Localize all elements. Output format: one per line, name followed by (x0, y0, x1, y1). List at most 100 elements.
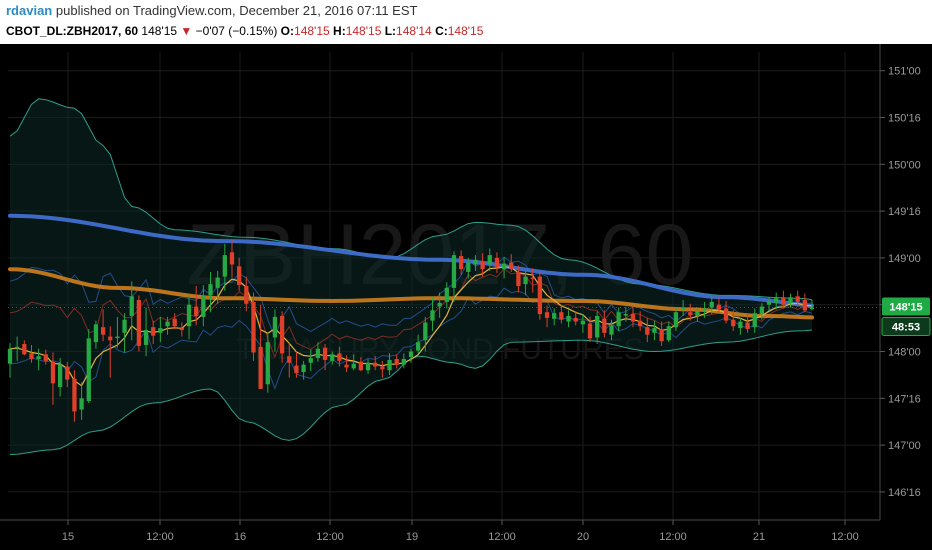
candle (122, 313, 127, 353)
candle-body (688, 312, 693, 316)
candle-body (373, 362, 378, 367)
candle-body (723, 308, 729, 321)
low-label: L: (384, 24, 397, 38)
chart-frame[interactable]: ZBH2017, 60 TREASURY BOND FUTURES 151'00… (0, 44, 932, 550)
candle (688, 303, 693, 321)
candle (72, 370, 77, 422)
candle (630, 307, 636, 328)
x-tick-label: 12:00 (831, 531, 859, 543)
candle (315, 342, 321, 362)
candle-body (194, 306, 199, 316)
candle (143, 307, 149, 357)
candle (523, 271, 528, 296)
high-label: H: (333, 24, 346, 38)
candle (809, 300, 815, 311)
candle (86, 329, 91, 403)
x-tick-label: 12:00 (659, 531, 687, 543)
open-value: 148'15 (294, 24, 330, 38)
published-text: published on TradingView.com, December 2… (55, 3, 418, 18)
price-chart[interactable]: ZBH2017, 60 TREASURY BOND FUTURES 151'00… (0, 44, 932, 550)
candle-body (365, 362, 371, 371)
candle-body (623, 314, 628, 316)
candle (287, 342, 292, 378)
candle-body (7, 348, 13, 364)
candle (151, 320, 156, 345)
candle (244, 276, 249, 312)
candle (723, 300, 729, 324)
bollinger-fill (10, 98, 812, 455)
y-tick-label: 146'16 (888, 487, 921, 499)
candle-body (72, 378, 77, 412)
candle-body (437, 302, 442, 307)
open-label: O: (280, 24, 295, 38)
candle (430, 297, 435, 331)
candle (236, 257, 242, 291)
candle (451, 251, 457, 302)
candle (480, 253, 485, 277)
candle-body (509, 262, 514, 270)
candle-body (759, 306, 765, 315)
candle (716, 298, 722, 313)
symbol-name[interactable]: CBOT_DL:ZBH2017, 60 (6, 24, 139, 38)
candle (215, 271, 220, 304)
close-value: 148'15 (447, 24, 484, 38)
candle (330, 351, 335, 365)
candle-body (287, 356, 292, 363)
candle-body (738, 321, 743, 329)
candle-body (408, 351, 414, 358)
candle-body (236, 266, 242, 286)
candle-body (22, 344, 27, 355)
candle (65, 361, 70, 388)
y-tick-label: 149'16 (888, 206, 921, 218)
x-tick-label: 19 (406, 531, 418, 543)
candle-body (466, 262, 471, 272)
last-price-tag-label: 148'15 (889, 302, 922, 314)
candle (251, 292, 256, 361)
x-tick-label: 21 (753, 531, 765, 543)
candle-body (93, 324, 99, 343)
candle-body (766, 300, 772, 305)
candle-body (401, 359, 406, 365)
candle-body (559, 312, 564, 320)
candle (745, 314, 750, 333)
candle-body (487, 255, 492, 265)
candle-body (294, 365, 299, 374)
candle-body (516, 271, 521, 286)
candle-body (795, 296, 800, 302)
slow-moving-average-line (8, 213, 814, 308)
candle (673, 307, 679, 331)
candle-body (344, 364, 349, 368)
candle (258, 304, 263, 389)
candle-body (580, 320, 586, 325)
candle-body (802, 300, 807, 311)
candle-body (709, 301, 714, 308)
candle (537, 271, 543, 320)
candle-body (108, 336, 113, 341)
mid-moving-average-line (8, 267, 814, 320)
x-tick-label: 16 (234, 531, 246, 543)
candle (623, 306, 628, 322)
candle (680, 300, 686, 316)
candle (580, 314, 586, 333)
candle (358, 357, 364, 372)
y-tick-label: 147'00 (888, 440, 921, 452)
inner-band-upper (9, 256, 813, 339)
candle-body (659, 329, 664, 342)
high-value: 148'15 (345, 24, 382, 38)
candle (666, 321, 671, 343)
author-link[interactable]: rdavian (6, 3, 53, 18)
candle-body (251, 301, 256, 353)
candle (308, 349, 313, 372)
candle (501, 256, 507, 279)
candle (79, 382, 84, 420)
candle-body (179, 328, 185, 330)
candle-body (158, 328, 163, 333)
candle-body (143, 329, 149, 345)
candle (659, 321, 664, 346)
candle (229, 239, 235, 278)
candle-body (566, 315, 571, 322)
candle (494, 252, 500, 273)
candle-body (702, 308, 707, 311)
candle (609, 319, 614, 341)
candle-body (86, 338, 91, 402)
